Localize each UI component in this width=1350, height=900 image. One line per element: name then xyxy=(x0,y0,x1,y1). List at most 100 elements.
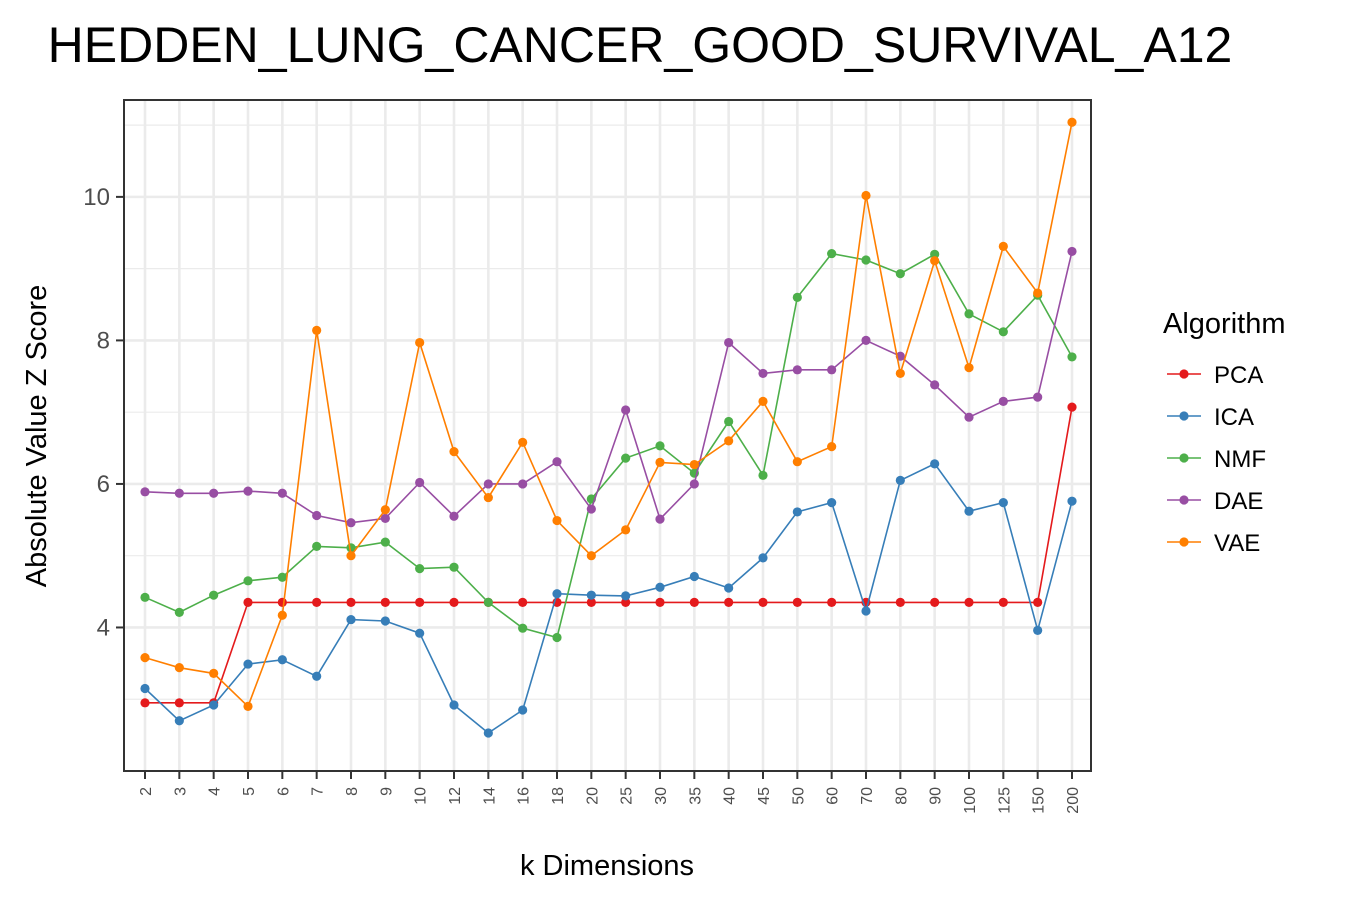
data-point-pca xyxy=(758,597,768,607)
data-point-pca xyxy=(895,597,905,607)
data-point-dae xyxy=(827,365,837,375)
x-tick-label: 4 xyxy=(207,787,224,796)
data-point-ica xyxy=(346,614,356,625)
data-point-ica xyxy=(930,459,940,469)
x-tick-label: 9 xyxy=(378,787,395,796)
data-point-ica xyxy=(758,553,768,563)
data-point-pca xyxy=(689,597,699,607)
data-point-nmf xyxy=(277,572,287,582)
legend-label-pca: PCA xyxy=(1214,362,1263,389)
data-point-ica xyxy=(998,498,1008,508)
data-point-vae xyxy=(689,459,699,470)
data-point-nmf xyxy=(243,576,253,586)
data-point-pca xyxy=(449,597,459,607)
data-point-dae xyxy=(140,487,150,497)
data-point-pca xyxy=(998,597,1008,607)
data-point-dae xyxy=(243,486,253,496)
data-point-vae xyxy=(174,663,184,673)
data-point-ica xyxy=(792,507,802,517)
data-point-nmf xyxy=(724,416,734,427)
x-tick-label: 25 xyxy=(619,787,636,805)
x-tick-label: 14 xyxy=(481,787,498,805)
data-point-nmf xyxy=(483,597,493,607)
data-point-nmf xyxy=(1067,352,1077,362)
data-point-dae xyxy=(998,396,1008,407)
data-point-nmf xyxy=(964,309,974,319)
data-point-dae xyxy=(552,457,562,467)
x-tick-label: 30 xyxy=(653,787,670,805)
data-point-dae xyxy=(415,477,425,488)
data-point-ica xyxy=(724,583,734,593)
data-point-vae xyxy=(827,442,837,452)
data-point-nmf xyxy=(861,255,871,265)
x-tick-label: 2 xyxy=(138,787,155,796)
series-line-dae xyxy=(144,251,1073,524)
data-point-vae xyxy=(346,551,356,561)
data-point-pca xyxy=(243,597,253,607)
data-point-ica xyxy=(827,498,837,508)
data-point-ica xyxy=(174,716,184,726)
data-point-ica xyxy=(689,571,699,582)
data-point-ica xyxy=(483,728,493,738)
data-point-vae xyxy=(415,337,425,348)
data-point-ica xyxy=(380,616,390,626)
data-point-vae xyxy=(724,436,734,446)
data-point-ica xyxy=(140,683,150,694)
legend-key-point xyxy=(1179,453,1189,463)
data-point-nmf xyxy=(174,607,184,618)
data-point-vae xyxy=(998,241,1008,251)
x-tick-label: 50 xyxy=(790,787,807,805)
series-line-vae xyxy=(144,122,1073,708)
data-point-dae xyxy=(586,504,596,514)
data-point-dae xyxy=(724,337,734,348)
chart-title: HEDDEN_LUNG_CANCER_GOOD_SURVIVAL_A12 xyxy=(48,17,1233,73)
legend-item-dae: DAE xyxy=(1167,488,1263,515)
data-point-dae xyxy=(758,368,768,379)
data-point-nmf xyxy=(621,453,631,463)
x-tick-label: 60 xyxy=(825,787,842,805)
y-axis-title: Absolute Value Z Score xyxy=(21,285,53,588)
data-point-pca xyxy=(277,597,287,607)
data-point-dae xyxy=(277,488,287,498)
y-axis: 4 6 8 10 xyxy=(83,184,124,641)
x-tick-label: 40 xyxy=(722,787,739,805)
data-point-dae xyxy=(449,511,459,521)
legend-label-dae: DAE xyxy=(1214,488,1263,515)
data-point-vae xyxy=(930,256,940,266)
data-point-ica xyxy=(552,589,562,599)
data-point-dae xyxy=(621,405,631,415)
data-point-vae xyxy=(243,701,253,712)
data-point-vae xyxy=(861,190,871,201)
data-point-vae xyxy=(518,437,528,447)
data-point-pca xyxy=(380,597,390,607)
data-point-vae xyxy=(1033,288,1043,298)
data-point-pca xyxy=(312,597,322,607)
data-point-pca xyxy=(140,698,150,708)
x-tick-label: 125 xyxy=(996,787,1013,814)
x-tick-label: 20 xyxy=(584,787,601,805)
legend-key-point xyxy=(1179,537,1189,547)
data-point-dae xyxy=(792,365,802,375)
data-point-pca xyxy=(346,597,356,607)
data-point-pca xyxy=(930,597,940,607)
data-point-dae xyxy=(689,479,699,489)
data-point-vae xyxy=(483,492,493,503)
data-point-ica xyxy=(1067,496,1077,506)
data-point-ica xyxy=(449,700,459,710)
data-point-ica xyxy=(895,475,905,485)
data-point-vae xyxy=(621,525,631,535)
data-point-nmf xyxy=(930,249,940,259)
series-nmf xyxy=(140,248,1077,643)
data-point-dae xyxy=(655,514,665,524)
data-point-nmf xyxy=(895,269,905,279)
data-point-nmf xyxy=(998,327,1008,337)
data-point-pca xyxy=(1067,402,1077,412)
plot-panel-border xyxy=(123,99,1092,772)
series-dae xyxy=(140,246,1077,528)
x-tick-label: 80 xyxy=(893,787,910,805)
data-point-dae xyxy=(1067,246,1077,257)
data-point-nmf xyxy=(827,248,837,259)
x-tick-label: 7 xyxy=(310,787,327,796)
data-point-ica xyxy=(861,606,871,616)
